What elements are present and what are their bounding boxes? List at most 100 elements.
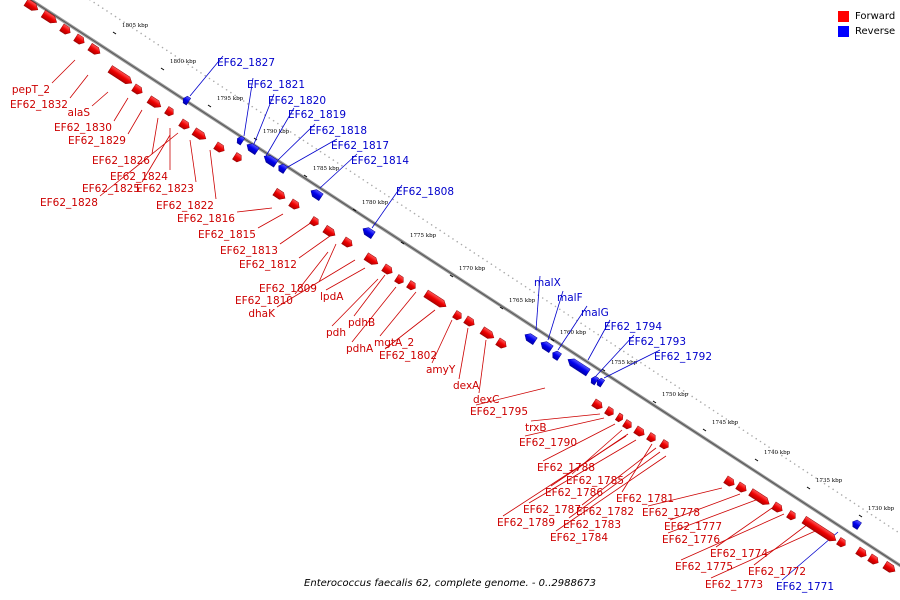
tick-label: 1780 kbp — [362, 200, 389, 206]
forward-gene-label: EF62_1822 — [156, 200, 214, 212]
tick-label: 1755 kbp — [611, 360, 638, 366]
forward-gene — [646, 432, 656, 443]
tick-label: 1760 kbp — [560, 330, 587, 336]
reverse-swatch — [838, 26, 849, 37]
forward-gene-label: EF62_1781 — [616, 493, 674, 505]
forward-gene — [73, 33, 85, 45]
tick-label: 1740 kbp — [764, 450, 791, 456]
forward-gene — [748, 488, 770, 505]
forward-gene-label: EF62_1802 — [379, 350, 437, 362]
reverse-gene — [596, 377, 606, 388]
reverse-gene — [362, 227, 376, 239]
reverse-label: Reverse — [855, 26, 896, 37]
forward-gene-leader — [581, 447, 657, 506]
legend: Forward Reverse — [838, 9, 895, 39]
map-caption: Enterococcus faecalis 62, complete genom… — [304, 578, 596, 589]
tick-mark — [652, 400, 657, 404]
forward-gene-label: lpdA — [320, 291, 344, 303]
forward-gene-leader — [91, 91, 109, 107]
forward-gene-label: EF62_1790 — [519, 437, 577, 449]
tick-label: 1795 kbp — [217, 96, 244, 102]
tick-label: 1800 kbp — [170, 59, 197, 65]
forward-gene-label: pdhA — [346, 343, 374, 355]
forward-gene — [423, 289, 447, 308]
forward-gene-label: pdhB — [348, 317, 375, 329]
forward-gene-label: trxB — [525, 422, 547, 434]
forward-gene — [107, 65, 133, 84]
forward-gene-leader — [298, 235, 331, 259]
forward-gene-label: EF62_1789 — [497, 517, 555, 529]
forward-gene-leader — [555, 455, 667, 532]
forward-gene — [771, 501, 783, 513]
forward-gene-leader — [325, 267, 366, 291]
tick-label: 1805 kbp — [122, 23, 149, 29]
tick-label: 1775 kbp — [410, 233, 437, 239]
forward-gene-leader — [431, 319, 453, 364]
reverse-gene-label: malG — [581, 307, 609, 319]
reverse-gene-label: malF — [557, 292, 583, 304]
forward-gene-label: EF62_1825 — [82, 183, 140, 195]
reverse-gene — [567, 358, 591, 377]
forward-gene-label: EF62_1773 — [705, 579, 763, 591]
reverse-gene-leader — [285, 138, 338, 169]
forward-gene — [659, 439, 669, 450]
forward-gene-leader — [647, 487, 723, 507]
forward-gene-label: amyY — [426, 364, 456, 376]
tick-mark — [702, 428, 707, 432]
reverse-gene-leader — [535, 275, 541, 331]
forward-gene-leader — [753, 523, 809, 566]
forward-gene — [591, 398, 603, 410]
forward-gene-leader — [530, 413, 601, 422]
forward-gene — [394, 274, 404, 285]
reverse-gene-label: EF62_1793 — [628, 336, 686, 348]
forward-gene — [855, 546, 867, 558]
gene-features — [23, 0, 896, 573]
forward-gene-leader — [568, 451, 661, 519]
reverse-gene-label: EF62_1818 — [309, 125, 367, 137]
forward-gene-leader — [236, 207, 273, 213]
forward-gene — [614, 412, 624, 423]
tick-mark — [754, 458, 759, 462]
reverse-gene — [524, 333, 538, 345]
reverse-gene — [182, 95, 192, 106]
tick-mark — [499, 306, 504, 310]
forward-gene — [867, 553, 879, 565]
forward-gene — [164, 106, 174, 117]
forward-gene — [272, 188, 286, 200]
reverse-gene — [263, 155, 279, 168]
forward-gene-leader — [384, 309, 436, 350]
forward-gene-leader — [276, 259, 356, 308]
forward-gene — [213, 141, 225, 153]
tick-mark — [352, 208, 357, 212]
forward-gene — [786, 510, 796, 521]
forward-gene — [381, 263, 393, 275]
forward-gene — [463, 315, 475, 327]
legend-reverse: Reverse — [838, 24, 895, 39]
forward-gene-leader — [669, 493, 741, 521]
reverse-gene-label: EF62_1771 — [776, 581, 834, 593]
reverse-gene — [236, 135, 246, 146]
tick-mark — [858, 514, 863, 518]
forward-gene-label: EF62_1828 — [40, 197, 98, 209]
forward-gene-label: EF62_1829 — [68, 135, 126, 147]
forward-gene-label: mgtA_2 — [374, 337, 414, 349]
forward-gene-label: pdh — [326, 327, 346, 339]
forward-gene — [309, 216, 319, 227]
forward-gene-label: EF62_1810 — [235, 295, 293, 307]
forward-gene-label: EF62_1826 — [92, 155, 150, 167]
forward-gene-label: EF62_1823 — [136, 183, 194, 195]
forward-gene-label: EF62_1832 — [10, 99, 68, 111]
reverse-gene-leader — [275, 123, 316, 163]
forward-gene-label: EF62_1824 — [110, 171, 168, 183]
tick-label: 1770 kbp — [459, 266, 486, 272]
forward-gene-leader — [475, 387, 546, 406]
forward-gene-label: EF62_1783 — [563, 519, 621, 531]
reverse-gene-leader — [243, 77, 254, 137]
tick-mark — [112, 31, 117, 35]
forward-gene — [622, 419, 632, 430]
forward-gene — [836, 537, 846, 548]
forward-gene-leader — [294, 251, 329, 295]
forward-gene-leader — [209, 149, 217, 200]
forward-gene-label: dexA — [453, 380, 480, 392]
forward-gene-label: EF62_1782 — [576, 506, 634, 518]
